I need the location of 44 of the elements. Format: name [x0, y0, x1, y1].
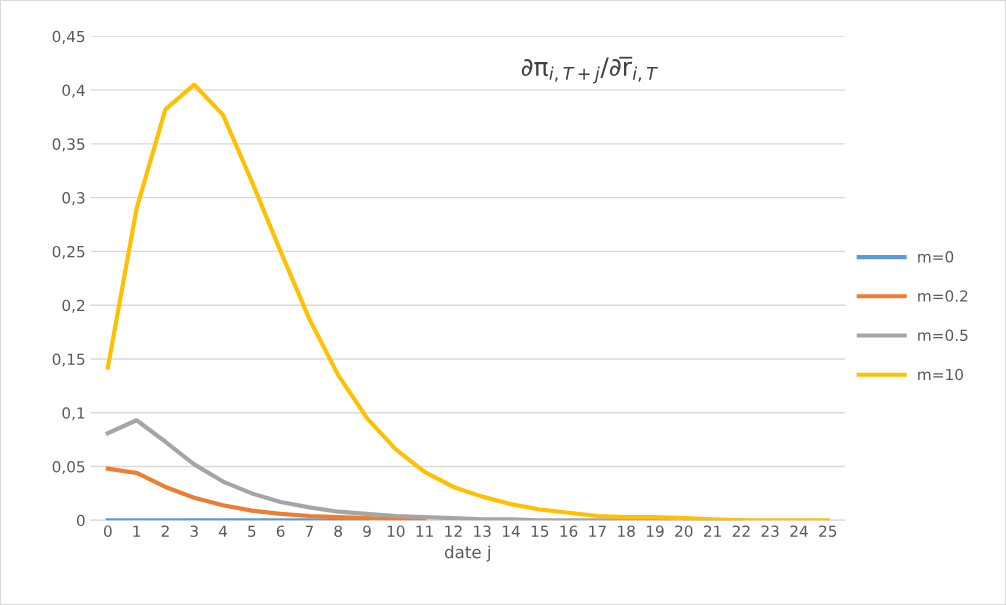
y-tick-label: 0,3	[62, 192, 85, 206]
y-tick-label: 0,15	[52, 353, 85, 367]
y-tick-label: 0,1	[62, 407, 85, 421]
x-tick-label: 3	[190, 525, 198, 537]
x-tick-label: 15	[531, 525, 549, 537]
y-tick-label: 0	[76, 514, 85, 527]
x-tick-label: 7	[305, 525, 313, 537]
x-tick-label: 8	[334, 525, 343, 537]
x-tick-label: 24	[790, 525, 808, 537]
line-series	[105, 466, 427, 521]
y-tick-label: 0,35	[52, 138, 85, 152]
x-tick-label: 20	[675, 525, 693, 537]
x-tick-label: 13	[474, 525, 491, 537]
line-series	[105, 82, 830, 521]
x-axis-title: date j	[444, 545, 490, 562]
legend-label: m=0.2	[918, 290, 968, 302]
y-tick-label: 0,4	[62, 84, 85, 98]
y-tick-label: 0,45	[52, 30, 85, 44]
x-tick-label: 18	[618, 525, 635, 537]
legend-label: m=10	[918, 368, 963, 381]
legend-label: m=0	[918, 251, 954, 263]
x-tick-label: 19	[646, 525, 664, 537]
x-tick-label: 5	[248, 525, 256, 537]
legend-label: m=0.5	[918, 329, 968, 342]
x-tick-label: 14	[502, 525, 520, 537]
x-tick-label: 6	[276, 525, 285, 537]
x-tick-label: 12	[445, 525, 462, 537]
x-tick-label: 0	[103, 525, 112, 537]
y-tick-label: 0,05	[52, 460, 85, 475]
x-tick-label: 11	[416, 525, 433, 537]
x-tick-label: 22	[732, 525, 750, 537]
x-tick-label: 10	[387, 525, 405, 537]
x-tick-label: 25	[819, 525, 837, 537]
x-tick-label: 9	[363, 525, 371, 537]
x-tick-label: 17	[589, 525, 606, 537]
x-tick-label: 2	[161, 525, 169, 537]
y-tick-label: 0,2	[62, 299, 85, 313]
x-tick-label: 1	[133, 525, 141, 537]
x-tick-label: 4	[218, 525, 228, 537]
x-tick-label: 21	[703, 525, 721, 537]
x-tick-label: 23	[761, 525, 779, 537]
text: ∂π$_{i,T+j}$/∂r̅$_{i,T}$	[521, 56, 658, 84]
x-tick-label: 16	[560, 525, 578, 537]
y-tick-label: 0,25	[52, 245, 85, 259]
